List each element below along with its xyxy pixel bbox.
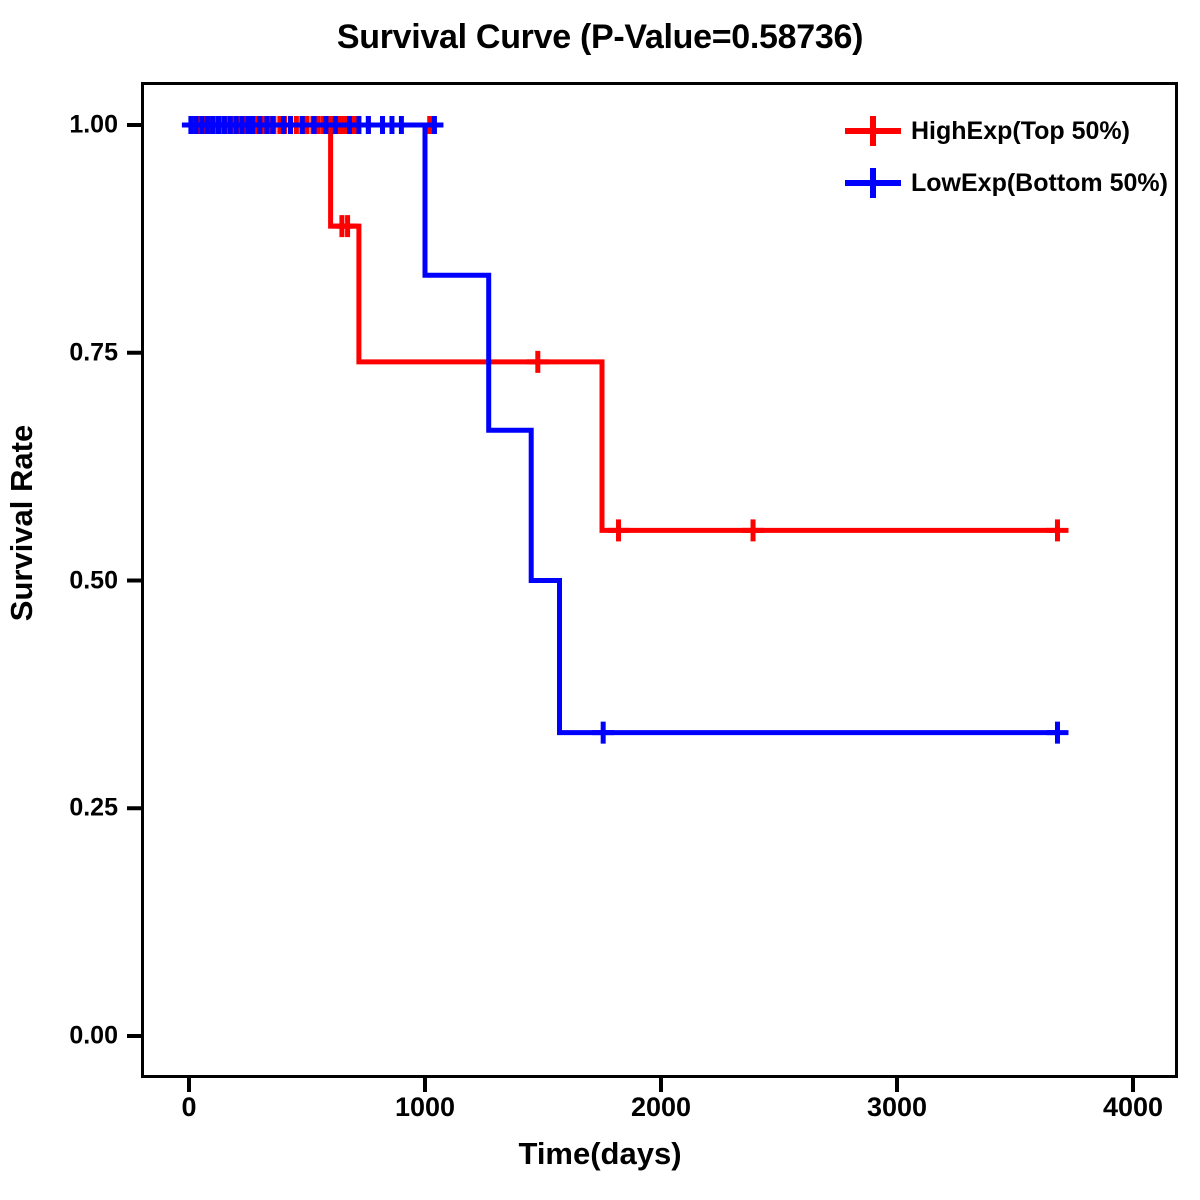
plus-marker-icon — [845, 114, 901, 148]
x-axis-title: Time(days) — [518, 1136, 682, 1171]
y-axis-tick-label: 0.25 — [69, 793, 118, 822]
plot-area — [141, 82, 1178, 1078]
plus-marker-vertical — [870, 116, 876, 146]
legend-item-label: LowExp(Bottom 50%) — [911, 168, 1168, 197]
y-axis-tick-labels: 0.00 0.25 0.50 0.75 1.00 — [0, 0, 118, 1200]
x-axis-tick-label: 4000 — [1102, 1092, 1164, 1122]
y-axis-tick-label: 0.75 — [69, 338, 118, 367]
y-axis-tick-label: 0.50 — [69, 566, 118, 594]
plus-marker-icon — [845, 166, 901, 200]
y-axis-tick-label: 1.00 — [69, 110, 118, 139]
x-axis-tick-label: 0 — [181, 1092, 197, 1122]
legend: HighExp(Top 50%) LowExp(Bottom 50%) — [845, 105, 1175, 209]
legend-item-label: HighExp(Top 50%) — [911, 116, 1130, 145]
plus-marker-vertical — [870, 168, 876, 198]
page-title: Survival Curve (P-Value=0.58736) — [336, 18, 864, 56]
legend-item-high-exp: HighExp(Top 50%) — [845, 105, 1175, 157]
legend-item-low-exp: LowExp(Bottom 50%) — [845, 157, 1175, 209]
x-axis-tick-label: 1000 — [394, 1092, 456, 1122]
y-axis-title: Survival Rate — [4, 424, 39, 622]
x-axis-tick-label: 2000 — [630, 1092, 692, 1122]
x-axis-tick-label: 3000 — [866, 1092, 928, 1122]
y-axis-tick-label: 0.00 — [69, 1021, 118, 1050]
